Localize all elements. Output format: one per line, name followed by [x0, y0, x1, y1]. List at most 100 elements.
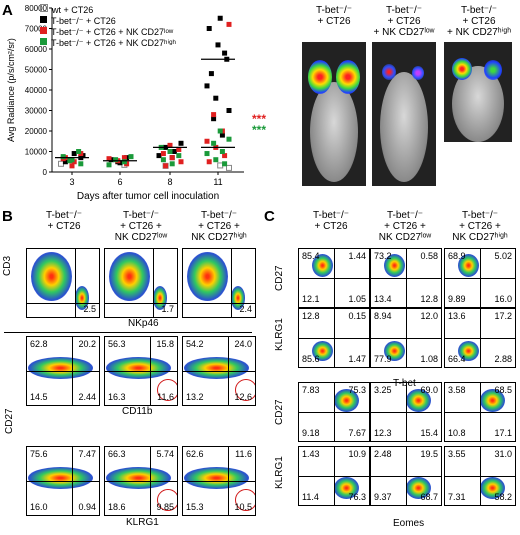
- b-row1-ylabel: CD3: [2, 255, 13, 276]
- y-tick-label: 30000: [25, 107, 48, 116]
- quadrant-value: 9.89: [448, 294, 466, 304]
- quadrant-value: 85.4: [302, 251, 320, 261]
- quadrant-value: 9.18: [302, 428, 320, 438]
- data-point-nk-low: [160, 151, 166, 157]
- data-point-nk-low: [211, 112, 217, 118]
- cell-density: [334, 388, 359, 412]
- data-point-tbet: [178, 140, 184, 146]
- quadrant-value: 3.58: [448, 385, 466, 395]
- b-bottom-ylabel: CD27: [4, 408, 15, 434]
- y-tick-label: 80000: [25, 4, 48, 13]
- quadrant-value: 1.44: [348, 251, 366, 261]
- quadrant-value: 2.4: [239, 304, 252, 314]
- quadrant-value: 15.3: [186, 502, 204, 512]
- quadrant-value: 7.31: [448, 492, 466, 502]
- quadrant-value: 12.0: [420, 311, 438, 321]
- data-point-nk-high: [106, 162, 112, 168]
- data-point-nk-high: [222, 161, 228, 167]
- quadrant-value: 7.83: [302, 385, 320, 395]
- quadrant-value: 5.02: [494, 251, 512, 261]
- quadrant-value: 3.55: [448, 449, 466, 459]
- image-label-1: T-bet⁻/⁻ + CT26: [315, 5, 353, 27]
- flow-plot: 54.2 24.0 13.2 12.6: [182, 336, 256, 406]
- b-row1-xlabel: NKp46: [128, 318, 159, 329]
- cell-density: [28, 467, 94, 490]
- data-point-tbet: [226, 108, 232, 113]
- quadrant-value: 18.6: [108, 502, 126, 512]
- flow-plot: 66.3 5.74 18.6 9.85: [104, 446, 178, 516]
- quadrant-value: 69.0: [420, 385, 438, 395]
- data-point-tbet: [208, 71, 214, 77]
- b-header-2: T-bet⁻/⁻ + CT26 + NK CD27ˡᵒʷ: [114, 210, 168, 243]
- y-tick-label: 70000: [25, 25, 48, 34]
- quadrant-value: 24.0: [234, 339, 252, 349]
- cell-density: [457, 253, 479, 277]
- quadrant-value: 1.47: [348, 354, 366, 364]
- quadrant-value: 2.88: [494, 354, 512, 364]
- quadrant-value: 13.6: [448, 311, 466, 321]
- x-tick-label: 8: [167, 177, 172, 187]
- cell-density: [334, 477, 359, 500]
- gate-line: [445, 476, 515, 477]
- c-header-1: T-bet⁻/⁻ + CT26: [312, 210, 350, 232]
- quadrant-value: 68.7: [420, 492, 438, 502]
- cell-density: [311, 253, 333, 277]
- c-row-ylabel: CD27: [274, 265, 285, 291]
- quadrant-value: 19.5: [420, 449, 438, 459]
- quadrant-value: 58.2: [494, 492, 512, 502]
- b-row2-xlabel: CD11b: [122, 406, 153, 417]
- c-top-xlabel: T-bet: [393, 378, 416, 389]
- data-point-nk-high: [60, 154, 66, 160]
- data-point-nk-high: [67, 158, 73, 164]
- c-row-ylabel: KLRG1: [274, 318, 285, 351]
- flow-plot: 3.58 68.5 10.8 17.1: [444, 382, 516, 442]
- y-tick-label: 10000: [25, 148, 48, 157]
- quadrant-value: 15.8: [156, 339, 174, 349]
- gate-line: [152, 249, 154, 317]
- gate-line: [445, 412, 515, 413]
- quadrant-value: 68.5: [494, 385, 512, 395]
- data-point-nk-high: [217, 128, 223, 134]
- data-point-nk-high: [167, 149, 173, 154]
- data-point-tbet: [206, 26, 212, 31]
- legend-item-nk-low: T-bet⁻/⁻ + CT26 + NK CD27ˡᵒʷ: [40, 27, 176, 38]
- quadrant-value: 75.6: [30, 449, 48, 459]
- cell-density: [184, 357, 250, 380]
- chart-legend: wt + CT26 T-bet⁻/⁻ + CT26 T-bet⁻/⁻ + CT2…: [40, 4, 176, 49]
- quadrant-value: 66.4: [448, 354, 466, 364]
- quadrant-value: 12.3: [374, 428, 392, 438]
- quadrant-value: 13.2: [186, 392, 204, 402]
- c-header-2: T-bet⁻/⁻ + CT26 + NK CD27ˡᵒʷ: [378, 210, 432, 243]
- quadrant-value: 10.8: [448, 428, 466, 438]
- flow-plot: 13.6 17.2 66.4 2.88: [444, 308, 516, 368]
- x-tick-label: 3: [69, 177, 74, 187]
- cell-density: [383, 340, 405, 362]
- data-point-nk-high: [226, 136, 232, 142]
- quadrant-value: 12.8: [302, 311, 320, 321]
- cell-density: [106, 467, 172, 490]
- quadrant-value: 68.9: [448, 251, 466, 261]
- flow-plot: 1.43 10.9 11.4 76.3: [298, 446, 370, 506]
- gate-line: [445, 278, 515, 279]
- data-point-nk-low: [176, 146, 182, 152]
- gate-line: [27, 371, 99, 372]
- data-point-nk-high: [219, 149, 225, 154]
- cell-density: [406, 477, 431, 500]
- data-point-wt: [217, 162, 224, 169]
- data-point-nk-high: [128, 154, 134, 160]
- x-tick-label: 11: [213, 177, 222, 187]
- gate-line: [371, 338, 441, 339]
- quadrant-value: 16.3: [108, 392, 126, 402]
- quadrant-value: 2.5: [83, 304, 96, 314]
- quadrant-value: 9.85: [156, 502, 174, 512]
- cell-density: [311, 340, 333, 362]
- gate-line: [27, 303, 99, 305]
- quadrant-value: 3.25: [374, 385, 392, 395]
- b-header-3: T-bet⁻/⁻ + CT26 + NK CD27ʰⁱᵍʰ: [191, 210, 247, 243]
- data-point-nk-low: [69, 163, 75, 169]
- cell-density: [457, 340, 479, 362]
- gate-line: [371, 412, 441, 413]
- gate-line: [230, 249, 232, 317]
- b-header-1: T-bet⁻/⁻ + CT26: [45, 210, 83, 232]
- c-row-ylabel: KLRG1: [274, 456, 285, 489]
